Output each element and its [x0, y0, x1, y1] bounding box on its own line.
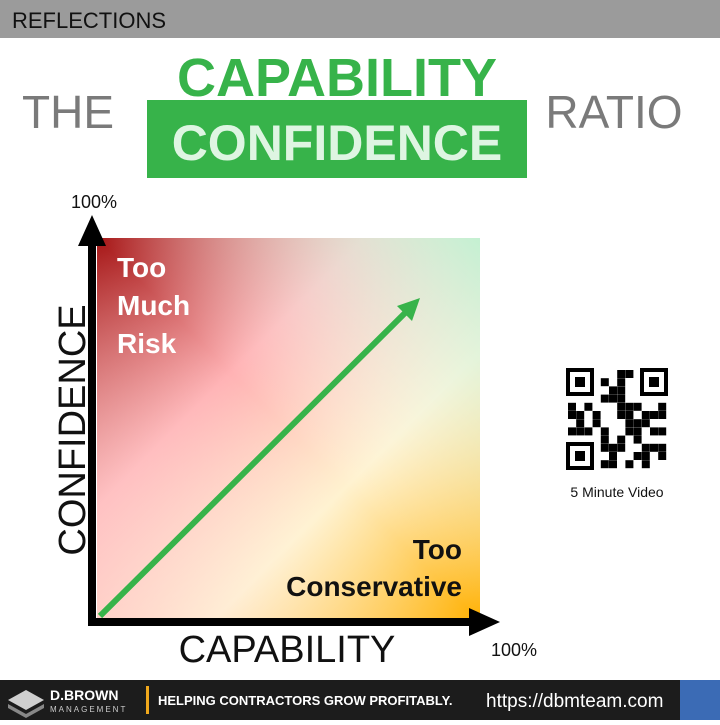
qr-module — [617, 402, 626, 411]
risk-label: Too — [117, 252, 166, 283]
qr-module — [592, 419, 601, 428]
qr-module — [592, 411, 601, 419]
x-arrow — [469, 608, 500, 636]
qr-module — [568, 427, 576, 436]
headline-left: THE — [22, 86, 114, 138]
qr-module — [641, 419, 650, 428]
qr-module — [609, 443, 617, 452]
qr-module — [600, 460, 609, 469]
qr-module — [625, 460, 634, 469]
headline-box — [147, 100, 527, 178]
footer-brand: D.BROWN — [50, 687, 118, 703]
headline-right: RATIO — [545, 86, 682, 138]
qr-module — [625, 402, 634, 411]
qr-module — [625, 411, 634, 419]
y-axis-label: CONFIDENCE — [52, 304, 94, 555]
qr-module — [609, 386, 617, 395]
headline-box-text: CONFIDENCE — [172, 115, 503, 171]
qr-module — [625, 370, 634, 378]
risk-label: Risk — [117, 328, 177, 359]
headline-top: CAPABILITY — [177, 48, 497, 108]
qr-module — [600, 427, 609, 436]
qr-module — [633, 452, 642, 460]
qr-module — [600, 378, 609, 387]
logo — [8, 704, 44, 718]
qr-module — [609, 394, 617, 403]
qr-module — [617, 386, 626, 395]
qr-module — [650, 411, 658, 419]
qr-module — [658, 452, 667, 460]
conservative-label: Conservative — [286, 571, 462, 602]
qr-module — [658, 443, 667, 452]
qr-module — [617, 370, 626, 378]
qr-module — [633, 419, 642, 428]
qr-module — [584, 427, 593, 436]
qr-module — [568, 411, 576, 419]
qr-caption: 5 Minute Video — [570, 484, 663, 500]
qr-module — [650, 427, 658, 436]
footer-brand-sub: MANAGEMENT — [50, 705, 127, 714]
qr-module — [600, 435, 609, 444]
qr-module — [617, 394, 626, 403]
trend-arrow — [97, 310, 408, 619]
qr-module — [658, 402, 667, 411]
qr-module — [584, 402, 593, 411]
x-max-label: 100% — [491, 640, 537, 660]
qr-module — [609, 452, 617, 460]
qr-module — [658, 427, 667, 436]
qr-module — [600, 394, 609, 403]
qr-module — [568, 402, 576, 411]
qr-module — [576, 427, 585, 436]
footer-bar — [0, 680, 720, 720]
qr-module — [641, 452, 650, 460]
footer-url: https://dbmteam.com — [486, 691, 663, 712]
qr-module — [658, 411, 667, 419]
qr-module — [633, 427, 642, 436]
trend-arrow-head — [397, 298, 420, 321]
qr-module — [650, 443, 658, 452]
header-bar — [0, 0, 720, 38]
qr-module — [641, 443, 650, 452]
qr-module — [609, 460, 617, 469]
qr-module — [576, 419, 585, 428]
qr-module — [617, 411, 626, 419]
y-max-label: 100% — [71, 192, 117, 212]
header-title: REFLECTIONS — [12, 8, 166, 33]
qr-module — [617, 378, 626, 387]
footer-divider — [146, 686, 149, 714]
qr-module — [633, 435, 642, 444]
qr-module — [600, 443, 609, 452]
x-axis-label: CAPABILITY — [179, 629, 396, 671]
qr-module — [633, 402, 642, 411]
risk-label: Much — [117, 290, 190, 321]
conservative-label: Too — [413, 534, 462, 565]
y-arrow — [78, 215, 106, 246]
qr-module — [641, 460, 650, 469]
qr-module — [576, 411, 585, 419]
footer-accent — [680, 680, 720, 720]
qr-module — [625, 427, 634, 436]
qr-module — [625, 419, 634, 428]
qr-module — [641, 411, 650, 419]
qr-module — [617, 443, 626, 452]
footer-tagline: HELPING CONTRACTORS GROW PROFITABLY. — [158, 693, 452, 708]
logo — [8, 690, 44, 710]
qr-module — [617, 435, 626, 444]
qr-code — [566, 368, 668, 470]
